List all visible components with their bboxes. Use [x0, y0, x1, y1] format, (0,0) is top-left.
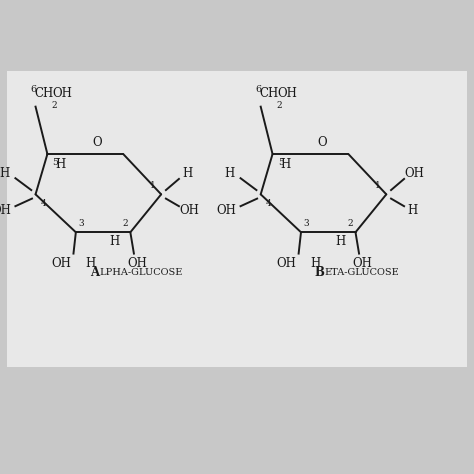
Text: 2: 2: [277, 101, 282, 110]
Text: OH: OH: [278, 87, 298, 100]
Text: H: H: [310, 256, 320, 270]
Text: 4: 4: [41, 199, 46, 208]
Text: H: H: [281, 158, 291, 171]
Bar: [7, 71, 467, 367]
Text: 5: 5: [53, 158, 58, 167]
Text: H: H: [0, 166, 10, 180]
Text: H: H: [407, 204, 418, 218]
Text: OH: OH: [217, 204, 236, 218]
Text: H: H: [55, 158, 65, 171]
Text: H: H: [110, 235, 120, 248]
Text: OH: OH: [180, 204, 200, 218]
Text: LPHA-GLUCOSE: LPHA-GLUCOSE: [100, 268, 183, 277]
Text: H: H: [85, 256, 95, 270]
Text: OH: OH: [128, 256, 147, 270]
Text: O: O: [92, 137, 102, 149]
Text: 4: 4: [266, 199, 272, 208]
Text: 3: 3: [303, 219, 309, 228]
Text: OH: OH: [405, 166, 425, 180]
Text: A: A: [91, 266, 100, 279]
Text: ETA-GLUCOSE: ETA-GLUCOSE: [325, 268, 400, 277]
Text: OH: OH: [52, 256, 72, 270]
Text: B: B: [315, 266, 325, 279]
Text: H: H: [335, 235, 345, 248]
Text: 6: 6: [255, 85, 261, 94]
Text: O: O: [318, 137, 327, 149]
Text: CH: CH: [34, 87, 54, 100]
Text: OH: OH: [353, 256, 373, 270]
Text: H: H: [225, 166, 235, 180]
Text: 1: 1: [375, 181, 381, 190]
Text: OH: OH: [53, 87, 73, 100]
Text: 2: 2: [122, 219, 128, 228]
Text: 1: 1: [150, 181, 156, 190]
Text: CH: CH: [259, 87, 279, 100]
Text: OH: OH: [0, 204, 11, 218]
Text: H: H: [182, 166, 192, 180]
Text: 2: 2: [51, 101, 57, 110]
Text: 5: 5: [278, 158, 283, 167]
Text: OH: OH: [277, 256, 297, 270]
Text: 3: 3: [78, 219, 84, 228]
Text: 2: 2: [347, 219, 353, 228]
Text: 6: 6: [30, 85, 36, 94]
